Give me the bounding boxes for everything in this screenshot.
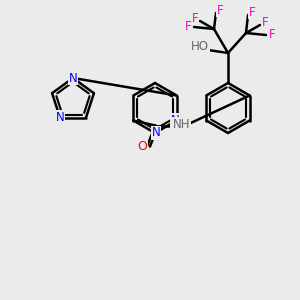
Text: NH: NH bbox=[172, 118, 190, 131]
Text: HO: HO bbox=[191, 40, 209, 53]
Text: N: N bbox=[171, 114, 180, 127]
Text: O: O bbox=[137, 140, 147, 153]
Text: F: F bbox=[262, 16, 268, 28]
Text: F: F bbox=[185, 20, 191, 34]
Text: N: N bbox=[152, 127, 160, 140]
Text: F: F bbox=[217, 4, 223, 16]
Text: F: F bbox=[192, 11, 198, 25]
Text: F: F bbox=[249, 5, 255, 19]
Text: N: N bbox=[69, 71, 77, 85]
Text: N: N bbox=[56, 111, 64, 124]
Text: F: F bbox=[269, 28, 275, 41]
